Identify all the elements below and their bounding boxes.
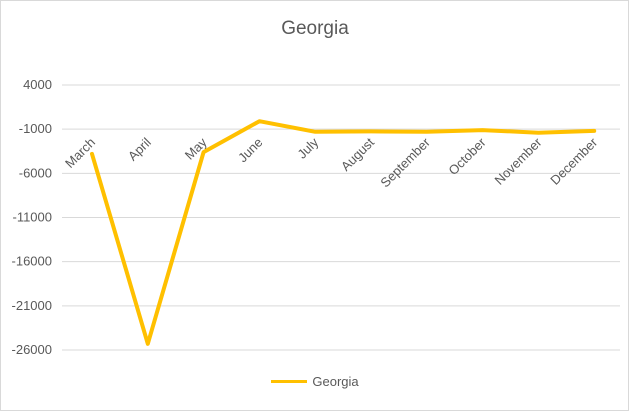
y-tick-label: -6000 [19,165,52,180]
series-lines [90,119,597,346]
y-tick-label: -26000 [12,342,52,357]
x-tick-label: August [338,134,377,173]
legend-label: Georgia [312,374,359,389]
y-tick-label: -16000 [12,254,52,269]
legend-swatch [271,380,308,383]
series-line [90,119,597,346]
x-tick-label: April [125,135,154,164]
y-axis-labels: 4000 -1000 -6000 -11000 -16000 -21000 -26000 [12,77,52,357]
y-tick-label: -1000 [19,121,52,136]
y-tick-label: -21000 [12,298,52,313]
chart-title: Georgia [281,18,349,39]
y-tick-label: 4000 [23,77,52,92]
x-tick-label: September [377,134,433,190]
x-tick-label: December [547,134,600,187]
x-tick-label: May [182,134,210,162]
x-tick-label: October [445,134,489,178]
x-tick-label: June [235,135,266,166]
x-tick-label: November [492,134,545,187]
y-tick-label: -11000 [12,210,52,225]
x-axis-labels: March April May June July August September Octo… [62,134,601,190]
legend: Georgia [0,374,630,389]
x-tick-label: July [294,134,321,161]
gridlines [62,84,620,351]
